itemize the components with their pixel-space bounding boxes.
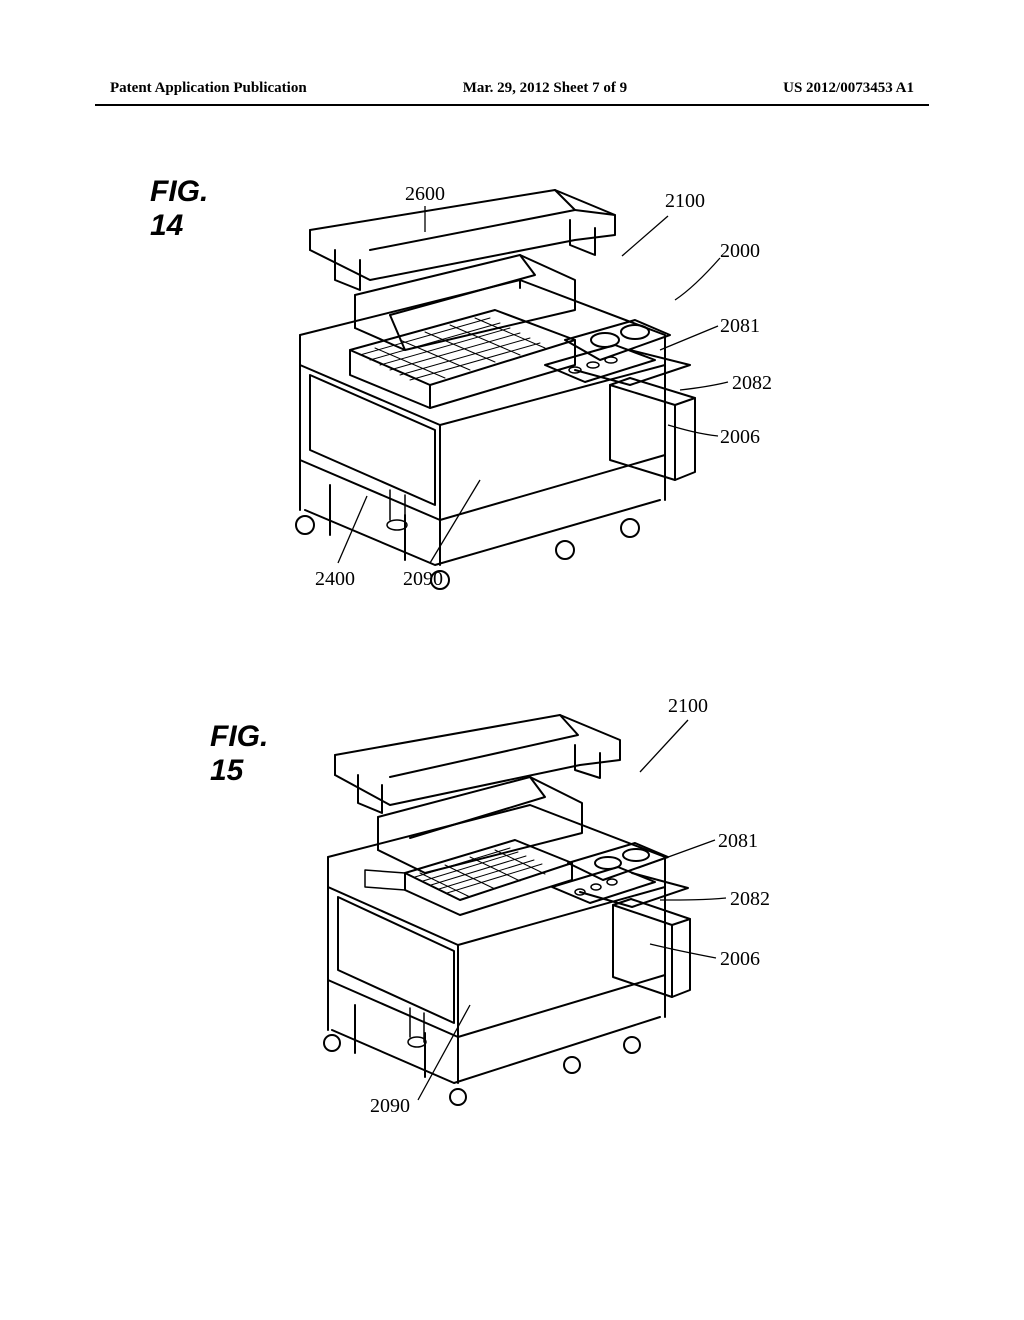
ref-2082-b: 2082	[730, 888, 770, 911]
ref-2081-b: 2081	[718, 830, 758, 853]
ref-2090-b: 2090	[370, 1095, 410, 1118]
fig15-leadlines	[0, 0, 1024, 1320]
ref-2006-b: 2006	[720, 948, 760, 971]
ref-2100-b: 2100	[668, 695, 708, 718]
